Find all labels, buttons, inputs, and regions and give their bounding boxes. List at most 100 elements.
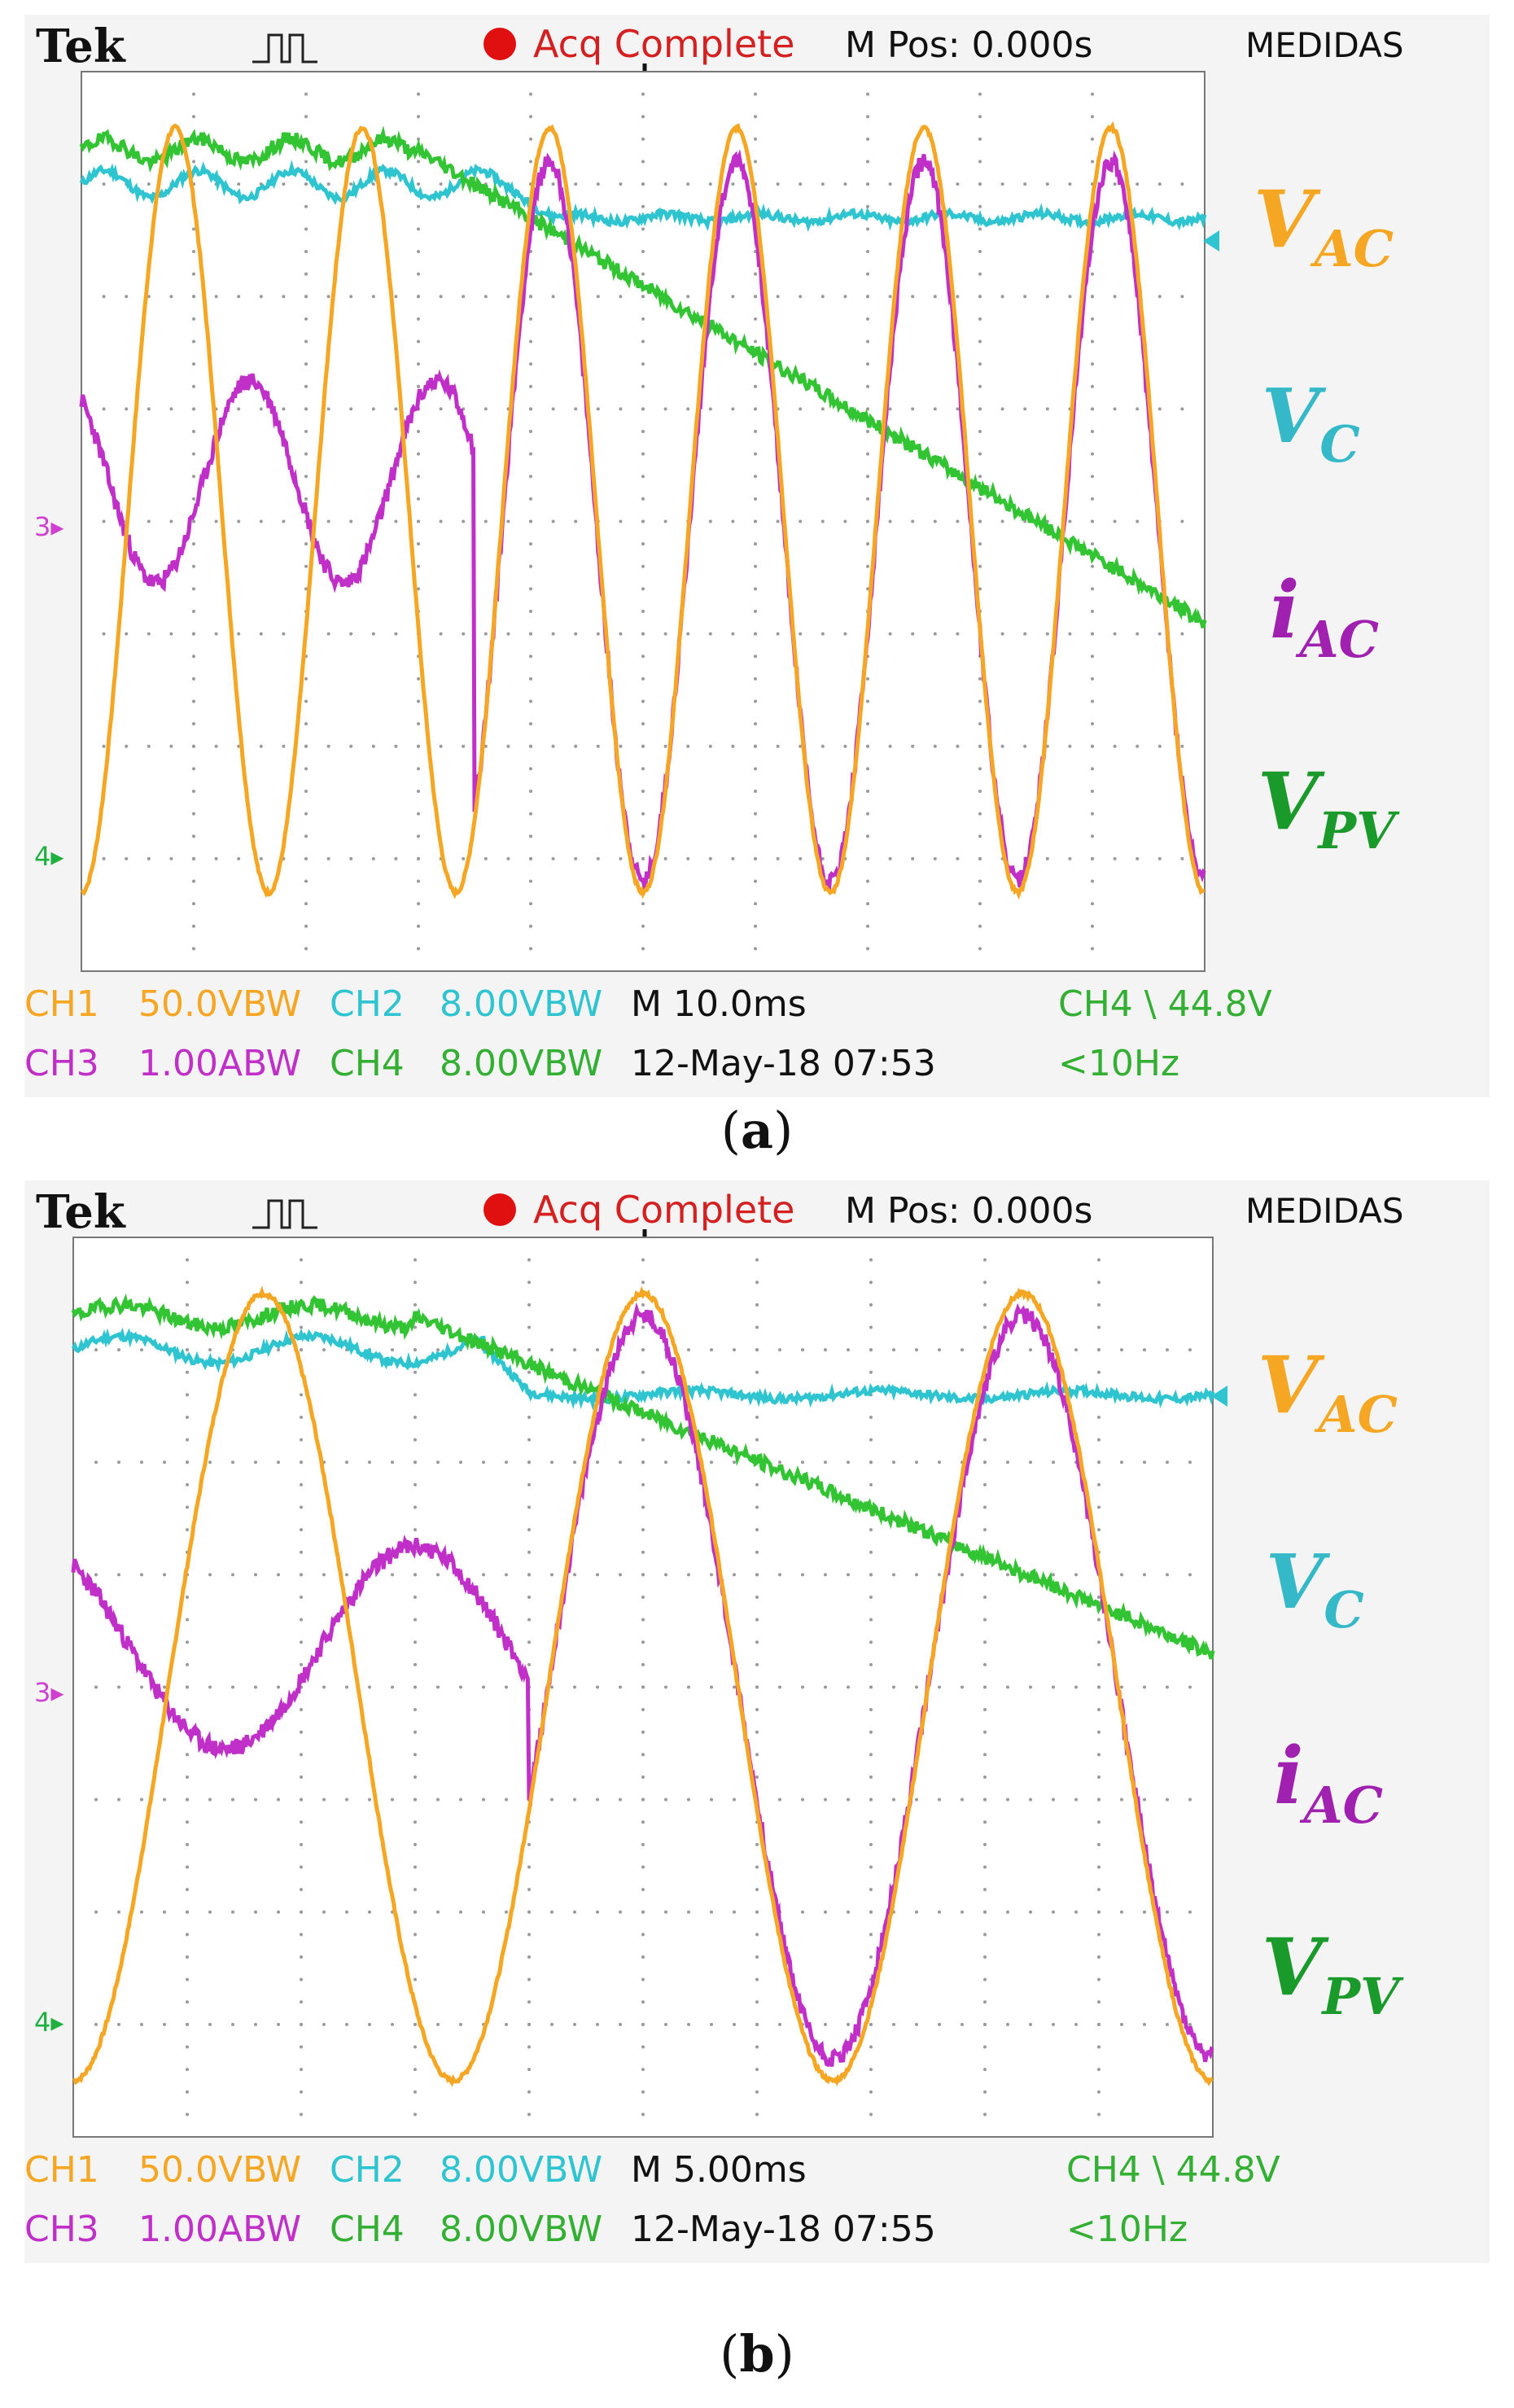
grid-dot bbox=[304, 722, 308, 726]
grid-dot bbox=[869, 2112, 873, 2117]
grid-dot bbox=[414, 1348, 417, 1352]
grid-dot bbox=[869, 1528, 873, 1532]
grid-dot bbox=[169, 632, 173, 636]
grid-dot bbox=[439, 632, 443, 636]
grid-dot bbox=[208, 2022, 212, 2026]
grid-dot bbox=[641, 1842, 645, 1846]
grid-dot bbox=[641, 1596, 645, 1599]
grid-dot bbox=[869, 2090, 873, 2094]
grid-dot bbox=[1091, 430, 1094, 433]
grid-dot bbox=[915, 1573, 918, 1577]
grid-dot bbox=[1006, 1460, 1009, 1465]
grid-dot bbox=[214, 856, 218, 860]
grid-dot bbox=[94, 1573, 98, 1577]
grid-dot bbox=[462, 295, 466, 299]
grid-dot bbox=[1006, 1797, 1009, 1802]
grid-dot bbox=[482, 1910, 485, 1914]
grid-dot bbox=[983, 1685, 987, 1689]
grid-dot bbox=[843, 182, 847, 186]
position-readout: M Pos: 0.000s bbox=[845, 1190, 1092, 1232]
grid-dot bbox=[1074, 1348, 1078, 1352]
grid-dot bbox=[529, 834, 532, 838]
grid-dot bbox=[755, 1640, 759, 1644]
grid-dot bbox=[641, 655, 645, 659]
trace-v-pv bbox=[71, 1293, 1215, 1660]
grid-dot bbox=[888, 856, 892, 860]
grid-dot bbox=[641, 722, 645, 726]
grid-dot bbox=[414, 1573, 417, 1577]
ch2-level-arrow-icon bbox=[1203, 230, 1219, 252]
grid-dot bbox=[277, 1685, 280, 1689]
grid-dot bbox=[1068, 744, 1072, 748]
grid-dot bbox=[641, 92, 645, 96]
grid-dot bbox=[663, 519, 667, 523]
grid-dot bbox=[754, 856, 757, 860]
grid-dot bbox=[282, 744, 286, 748]
grid-dot bbox=[866, 160, 869, 164]
grid-dot bbox=[1166, 2022, 1169, 2026]
grid-dot bbox=[754, 339, 757, 344]
grid-dot bbox=[641, 1865, 645, 1869]
grid-dot bbox=[506, 295, 510, 299]
grid-dot bbox=[869, 1888, 873, 1892]
legend-v-pv: VPV bbox=[1262, 1921, 1404, 2026]
grid-dot bbox=[417, 317, 420, 321]
grid-dot bbox=[755, 1505, 759, 1509]
grid-dot bbox=[754, 362, 757, 366]
grid-dot bbox=[1091, 902, 1094, 906]
grid-dot bbox=[254, 2022, 257, 2026]
grid-dot bbox=[1068, 182, 1072, 186]
grid-dot bbox=[1120, 2022, 1123, 2026]
grid-dot bbox=[641, 2000, 645, 2004]
grid-dot bbox=[417, 676, 420, 681]
grid-dot bbox=[824, 1573, 827, 1577]
grid-dot bbox=[869, 1775, 873, 1779]
grid-dot bbox=[1166, 1797, 1169, 1802]
grid-dot bbox=[778, 2022, 781, 2026]
grid-dot bbox=[866, 924, 869, 928]
grid-dot bbox=[345, 1573, 348, 1577]
grid-dot bbox=[1029, 2022, 1032, 2026]
grid-dot bbox=[687, 1348, 690, 1352]
grid-dot bbox=[573, 1573, 576, 1577]
grid-dot bbox=[192, 452, 195, 456]
grid-dot bbox=[708, 856, 712, 860]
grid-dot bbox=[414, 1753, 417, 1757]
grid-dot bbox=[1023, 744, 1027, 748]
grid-dot bbox=[731, 295, 735, 299]
grid-dot bbox=[1045, 519, 1049, 523]
grid-dot bbox=[529, 924, 532, 928]
grid-dot bbox=[915, 1910, 918, 1914]
grid-dot bbox=[641, 1685, 645, 1689]
grid-dot bbox=[117, 1685, 120, 1689]
grid-dot bbox=[231, 1797, 234, 1802]
grid-dot bbox=[208, 1797, 212, 1802]
grid-dot bbox=[641, 1888, 645, 1892]
grid-dot bbox=[978, 384, 982, 388]
grid-dot bbox=[983, 1303, 987, 1307]
grid-dot bbox=[459, 1685, 462, 1689]
grid-dot bbox=[125, 856, 129, 860]
grid-dot bbox=[237, 295, 241, 299]
grid-dot bbox=[978, 430, 982, 433]
grid-dot bbox=[117, 1910, 120, 1914]
grid-dot bbox=[1052, 2022, 1055, 2026]
grid-dot bbox=[755, 1573, 759, 1577]
grid-dot bbox=[1023, 182, 1027, 186]
grid-dot bbox=[208, 1460, 212, 1465]
grid-dot bbox=[94, 2022, 98, 2026]
grid-dot bbox=[186, 1258, 189, 1262]
grid-dot bbox=[527, 2022, 531, 2026]
grid-dot bbox=[414, 1596, 417, 1599]
grid-dot bbox=[641, 1977, 645, 1981]
grid-dot bbox=[505, 1910, 508, 1914]
grid-dot bbox=[1000, 295, 1004, 299]
grid-dot bbox=[574, 407, 578, 411]
grid-dot bbox=[147, 182, 151, 186]
grid-dot bbox=[596, 295, 600, 299]
grid-dot bbox=[1097, 1618, 1100, 1622]
grid-dot bbox=[304, 295, 308, 299]
grid-dot bbox=[300, 1618, 303, 1622]
grid-dot bbox=[254, 1910, 257, 1914]
grid-dot bbox=[888, 519, 892, 523]
